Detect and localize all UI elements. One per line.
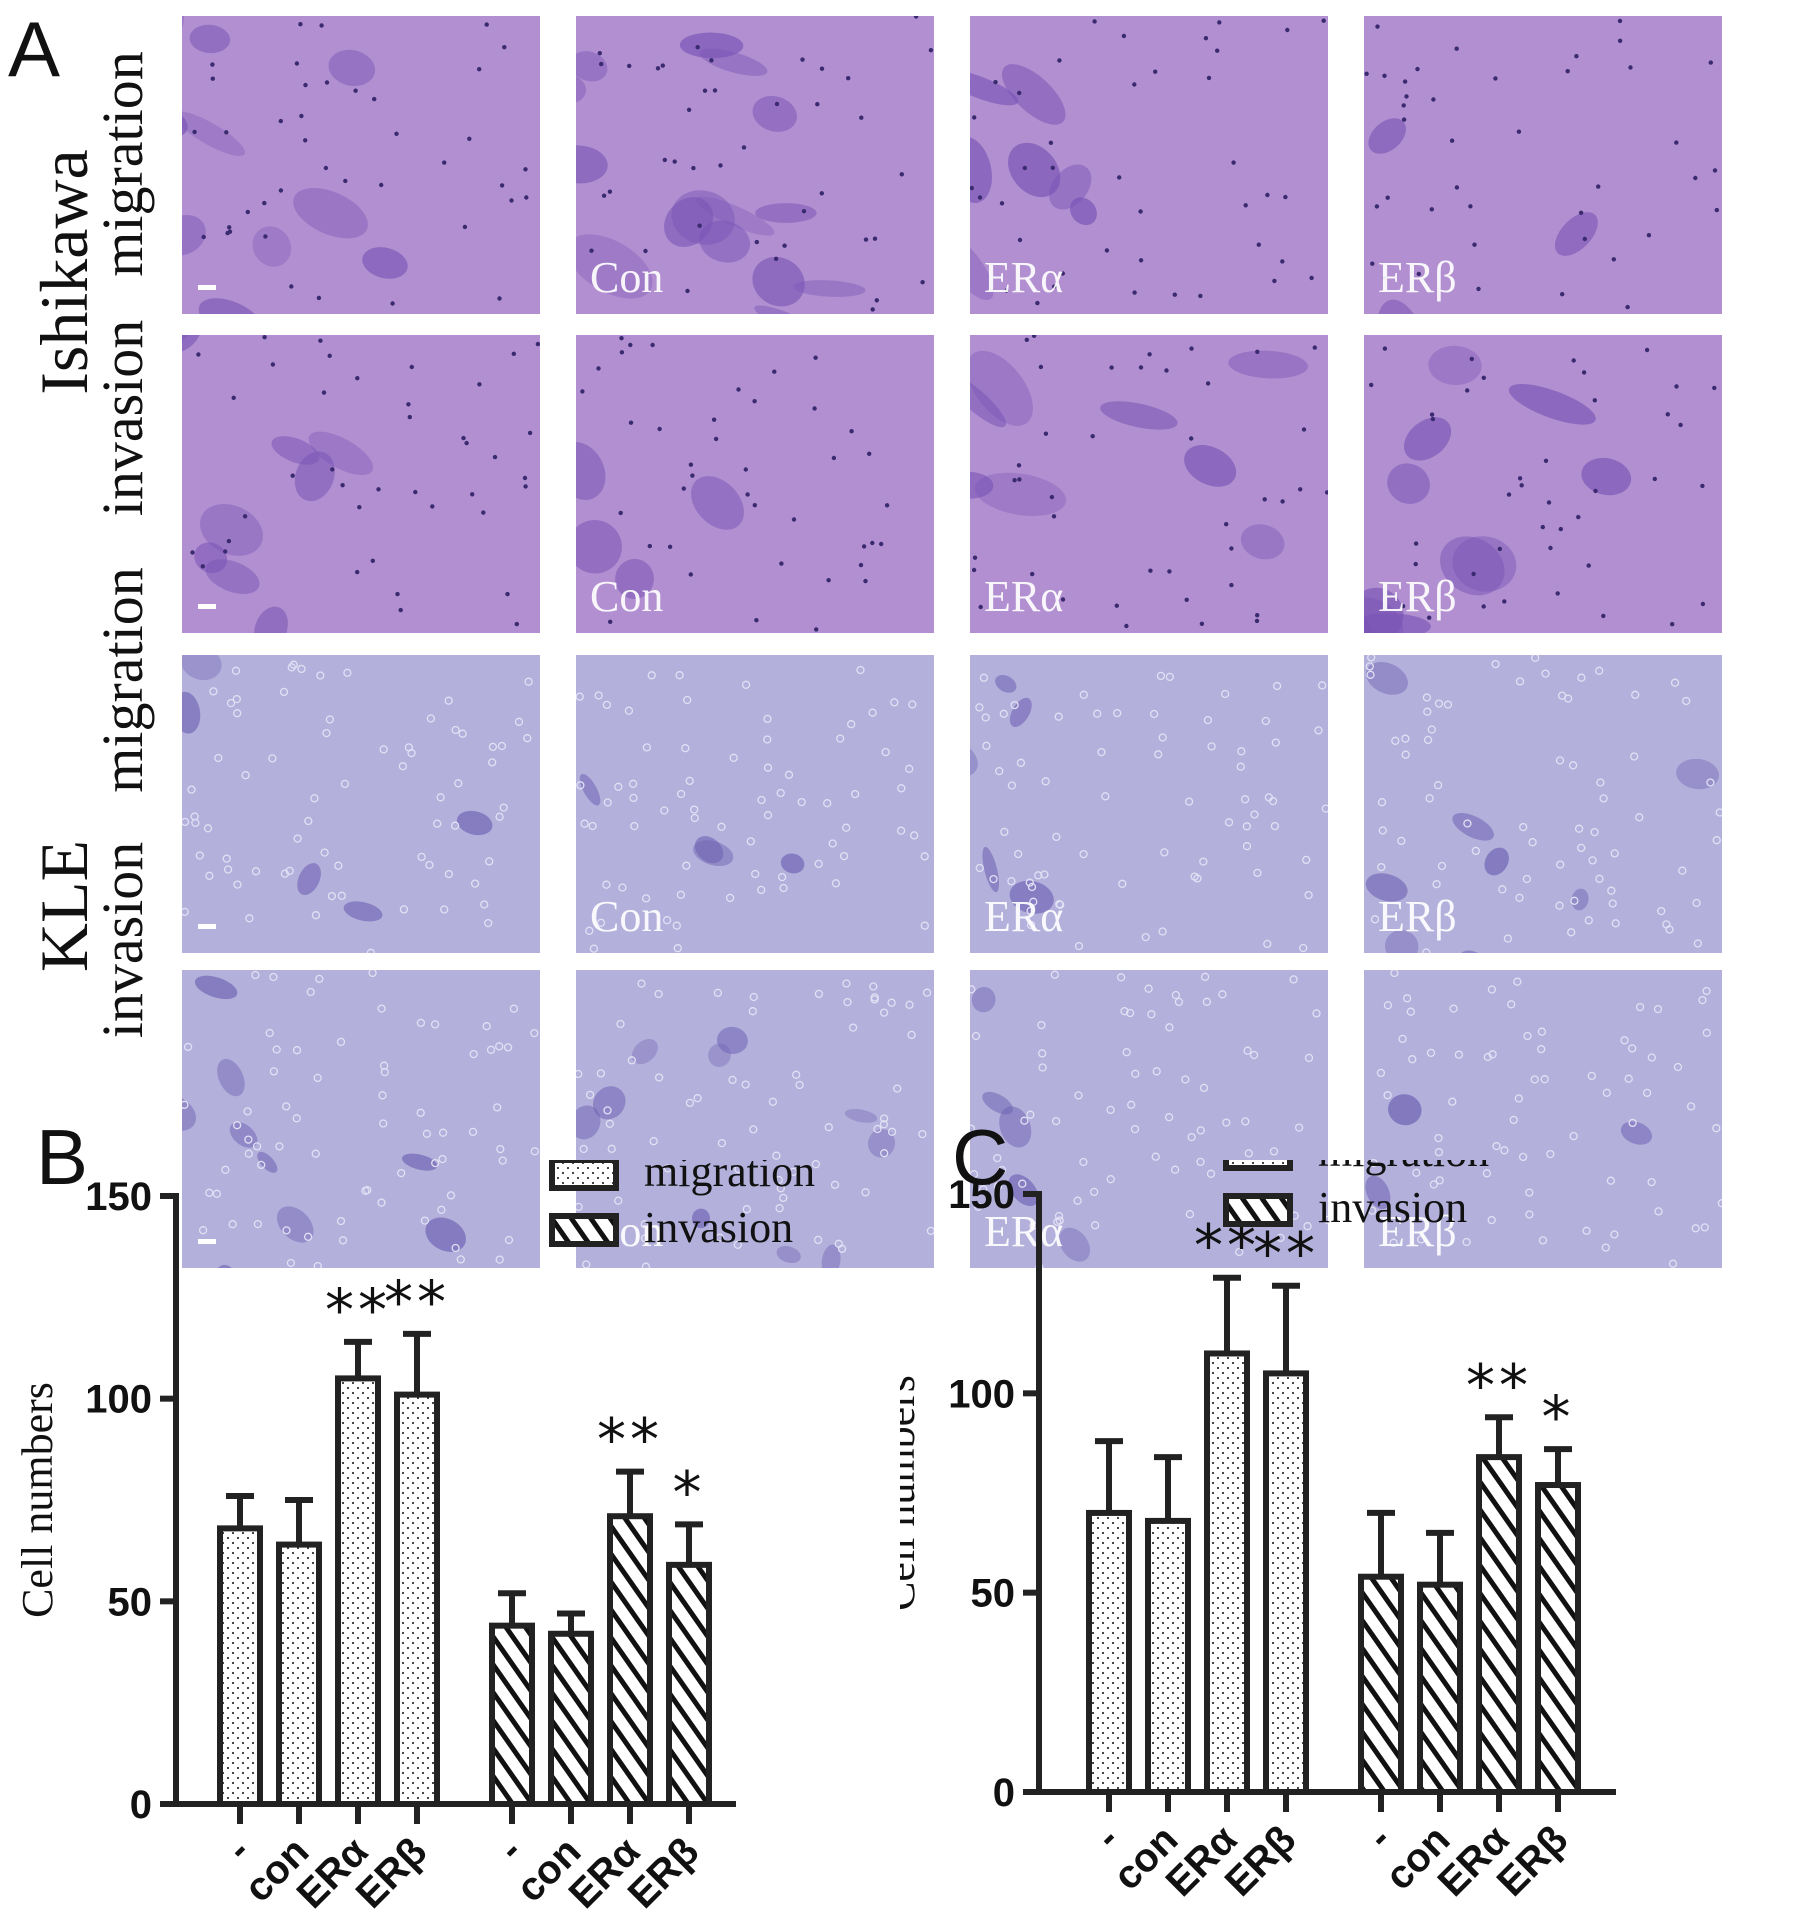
condition-label: ERβ	[1378, 572, 1457, 621]
y-tick-label: 0	[130, 1783, 152, 1827]
y-tick-label: 100	[85, 1378, 152, 1422]
condition-label: Con	[590, 572, 664, 621]
bar-invasion	[607, 1513, 653, 1807]
row-label-ishikawa-invasion: invasion	[90, 319, 155, 517]
legend-label-invasion: invasion	[1318, 1183, 1467, 1232]
bar-migration	[1145, 1517, 1191, 1795]
micrograph-kle-invasion-con: Con	[576, 970, 934, 1268]
bar-invasion	[1535, 1482, 1581, 1795]
panel-c-letter: C	[952, 1113, 1009, 1201]
x-tick-label: ERβ	[1489, 1817, 1577, 1905]
bar-invasion	[1358, 1573, 1404, 1795]
chart-panel-c: 0 50 100 150 Cell numbers - con ERα ** ERβ ** - con E…	[875, 1127, 1795, 1920]
bar-migration	[1086, 1509, 1132, 1795]
significance-marker: **	[597, 1406, 663, 1474]
row-label-ishikawa-migration: migration	[90, 51, 155, 277]
condition-label: Con	[590, 253, 664, 302]
micrograph-ishikawa-migration-erβ: ERβ	[1364, 16, 1722, 314]
significance-marker: *	[1542, 1383, 1575, 1451]
scale-bar	[198, 604, 216, 609]
legend-label-migration: migration	[1318, 1160, 1489, 1176]
scale-bar	[198, 285, 216, 290]
micrograph-ishikawa-migration-erα: ERα	[970, 16, 1328, 314]
y-tick-label: 150	[85, 1175, 152, 1219]
y-tick-label: 50	[108, 1580, 153, 1624]
micrograph-ishikawa-invasion-untreated	[182, 335, 540, 633]
micrograph-ishikawa-invasion-erα: ERα	[970, 335, 1328, 633]
x-tick-label: ERβ	[1217, 1817, 1305, 1905]
legend-swatch-migration	[549, 1157, 619, 1191]
y-axis-label: Cell numbers	[900, 1375, 924, 1611]
bar-migration	[276, 1541, 322, 1807]
significance-marker: **	[1253, 1220, 1319, 1288]
row-label-kle-migration: migration	[90, 567, 155, 793]
bar-invasion	[666, 1561, 712, 1807]
micrograph-kle-invasion-erβ: ERβ	[1364, 970, 1722, 1268]
bar-migration	[335, 1375, 381, 1807]
y-tick-label: 0	[993, 1771, 1015, 1815]
panel-a-letter: A	[8, 5, 61, 93]
micrograph-kle-invasion-untreated	[182, 970, 540, 1268]
micrograph-kle-migration-erβ: ERβ	[1364, 655, 1722, 953]
micrograph-ishikawa-invasion-con: Con	[576, 335, 934, 633]
significance-marker: **	[384, 1268, 450, 1336]
x-tick-label: ERβ	[348, 1829, 436, 1917]
row-label-kle-invasion: invasion	[90, 841, 155, 1039]
significance-marker: **	[1466, 1351, 1532, 1419]
micrograph-kle-migration-untreated	[182, 655, 540, 953]
condition-label: Con	[590, 892, 664, 941]
y-axis-label: Cell numbers	[13, 1382, 62, 1618]
micrograph-kle-migration-erα: ERα	[970, 655, 1328, 953]
y-tick-label: 100	[948, 1372, 1015, 1416]
condition-label: ERα	[984, 253, 1064, 302]
legend-label-migration: migration	[644, 1160, 815, 1196]
bar-migration	[217, 1525, 263, 1807]
condition-label: ERα	[984, 572, 1064, 621]
legend-swatch-invasion	[549, 1213, 619, 1247]
micrograph-kle-migration-con: Con	[576, 655, 934, 953]
bar-migration	[1263, 1370, 1309, 1795]
condition-label: ERβ	[1378, 892, 1457, 941]
legend-swatch-migration	[1223, 1137, 1293, 1171]
condition-label: ERβ	[1378, 1207, 1457, 1256]
bar-invasion	[548, 1630, 594, 1808]
scale-bar	[198, 924, 216, 929]
bar-invasion	[1417, 1581, 1463, 1795]
chart-panel-b: 0 50 100 150 Cell numbers - con ERα ** ERβ ** - con E…	[0, 1147, 880, 1920]
condition-label: ERα	[984, 892, 1064, 941]
scale-bar	[198, 1239, 216, 1244]
x-tick-label: ERβ	[620, 1829, 708, 1917]
y-tick-label: 150	[948, 1173, 1015, 1217]
significance-marker: **	[325, 1276, 391, 1344]
bar-invasion	[1476, 1454, 1522, 1795]
panel-b-letter: B	[36, 1113, 89, 1201]
legend-swatch-invasion	[1223, 1193, 1293, 1227]
micrograph-ishikawa-migration-con: Con	[576, 16, 934, 314]
condition-label: ERα	[984, 1207, 1064, 1256]
bar-invasion	[489, 1622, 535, 1807]
bar-migration	[394, 1391, 440, 1807]
micrograph-ishikawa-migration-untreated	[182, 16, 540, 314]
condition-label: ERβ	[1378, 253, 1457, 302]
micrograph-ishikawa-invasion-erβ: ERβ	[1364, 335, 1722, 633]
legend-label-invasion: invasion	[644, 1203, 793, 1252]
significance-marker: *	[673, 1458, 706, 1526]
y-tick-label: 50	[971, 1572, 1016, 1616]
bar-migration	[1204, 1350, 1250, 1795]
